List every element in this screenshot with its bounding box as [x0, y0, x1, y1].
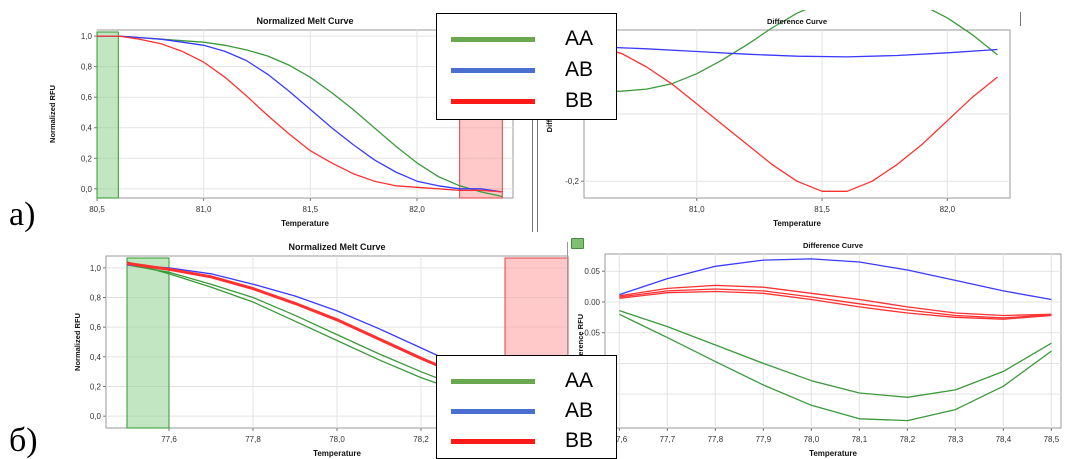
panel-divider-top-right	[1020, 12, 1021, 26]
x-tick-label: 78,2	[900, 435, 916, 444]
x-tick-label: 81,0	[196, 205, 212, 214]
toolbar-icon[interactable]	[571, 238, 584, 249]
legend-entry: AA	[437, 24, 616, 56]
legend-label: BB	[565, 429, 594, 452]
x-axis-label: Temperature	[773, 219, 821, 228]
x-tick-label: 77,6	[612, 435, 628, 444]
x-tick-label: 78,5	[1044, 435, 1060, 444]
y-tick-label: 0,2	[81, 154, 93, 163]
series-line-bb	[97, 35, 503, 193]
x-tick-label: 77,8	[708, 435, 724, 444]
y-tick-label: 1,0	[81, 32, 93, 41]
x-tick-label: 80,5	[89, 205, 105, 214]
y-tick-label: 0.05	[584, 267, 600, 276]
y-tick-label: 0,8	[90, 294, 102, 303]
y-axis-label: Difference RFU	[576, 314, 585, 368]
series-line-bb	[619, 288, 1052, 319]
y-tick-label: 0.00	[584, 298, 600, 307]
x-tick-label: 78,4	[996, 435, 1012, 444]
legend-entry: BB	[437, 86, 616, 118]
x-tick-label: 81,5	[814, 205, 830, 214]
series-line-aa	[619, 313, 1052, 422]
series-line-bb	[596, 46, 998, 192]
y-tick-label: 1,0	[90, 264, 102, 273]
legend-entry: AA	[437, 366, 616, 398]
legend-entry: AB	[437, 396, 616, 428]
chart-title: Difference Curve	[803, 241, 863, 250]
y-axis-label: Normalized RFU	[48, 85, 57, 143]
panel-label-a: а)	[9, 196, 36, 233]
chart-title: Normalized Melt Curve	[256, 16, 353, 26]
panel-label-b: б)	[9, 422, 38, 459]
x-tick-label: 82,0	[940, 205, 956, 214]
x-tick-label: 78,2	[413, 435, 429, 444]
x-axis-label: Temperature	[281, 219, 329, 228]
series-line-aa	[596, 10, 998, 93]
x-tick-label: 78,3	[948, 435, 964, 444]
x-tick-label: 77,6	[161, 435, 177, 444]
legend-swatch	[451, 99, 535, 104]
y-tick-label: 0,0	[81, 185, 93, 194]
legend-label: AA	[565, 369, 594, 392]
y-tick-label: 0,4	[90, 353, 102, 362]
plot-area	[604, 253, 1062, 429]
chart-a-difference: 81,081,582,0-0,2-0,1Difference CurveTemp…	[545, 10, 1011, 228]
chart-title: Difference Curve	[767, 17, 827, 26]
x-axis-label: Temperature	[313, 449, 361, 458]
y-tick-label: 0,6	[90, 323, 102, 332]
chart-title: Normalized Melt Curve	[288, 242, 385, 252]
y-tick-label: -0.05	[582, 329, 601, 338]
legend-swatch	[451, 37, 535, 42]
y-tick-label: 0,0	[90, 412, 102, 421]
x-tick-label: 77,7	[660, 435, 676, 444]
legend-label: AB	[565, 58, 594, 81]
x-tick-label: 78,0	[329, 435, 345, 444]
legend-bottom: AA AB BB	[436, 355, 617, 459]
legend-top: AA AB BB	[436, 13, 617, 120]
series-line-bb	[619, 284, 1052, 317]
legend-swatch	[451, 68, 535, 73]
x-tick-label: 78,0	[804, 435, 820, 444]
y-tick-label: 0,4	[81, 124, 93, 133]
series-line-bb	[619, 290, 1052, 320]
x-tick-label: 77,8	[245, 435, 261, 444]
series-line-ab	[97, 35, 503, 193]
series-line-aa	[619, 309, 1052, 398]
y-tick-label: -0,2	[565, 177, 579, 186]
panel-divider-bottom	[567, 242, 568, 458]
y-axis-label: Normalized RFU	[73, 313, 82, 371]
start-region	[126, 257, 170, 429]
start-region	[96, 31, 119, 199]
legend-label: AB	[565, 399, 594, 422]
legend-swatch	[451, 379, 535, 384]
legend-swatch	[451, 439, 535, 444]
y-tick-label: 0,6	[81, 93, 93, 102]
x-tick-label: 77,9	[756, 435, 772, 444]
panel-divider-top	[532, 14, 538, 232]
legend-entry: BB	[437, 426, 616, 458]
x-tick-label: 82,0	[409, 205, 425, 214]
y-tick-label: 0,2	[90, 382, 102, 391]
x-tick-label: 81,0	[689, 205, 705, 214]
chart-b-difference: 77,6 77,7 77,8 77,9 78,0 78,1 78,2 78,3 78,4 78,5…	[576, 241, 1062, 458]
x-axis-label: Temperature	[809, 449, 857, 458]
x-tick-label: 78,1	[852, 435, 868, 444]
x-tick-label: 81,5	[303, 205, 319, 214]
y-tick-label: 0,8	[81, 63, 93, 72]
series-line-ab	[596, 46, 998, 58]
legend-entry: AB	[437, 55, 616, 87]
legend-label: AA	[565, 27, 594, 50]
legend-label: BB	[565, 89, 594, 112]
legend-swatch	[451, 409, 535, 414]
series-line-ab	[619, 258, 1052, 301]
